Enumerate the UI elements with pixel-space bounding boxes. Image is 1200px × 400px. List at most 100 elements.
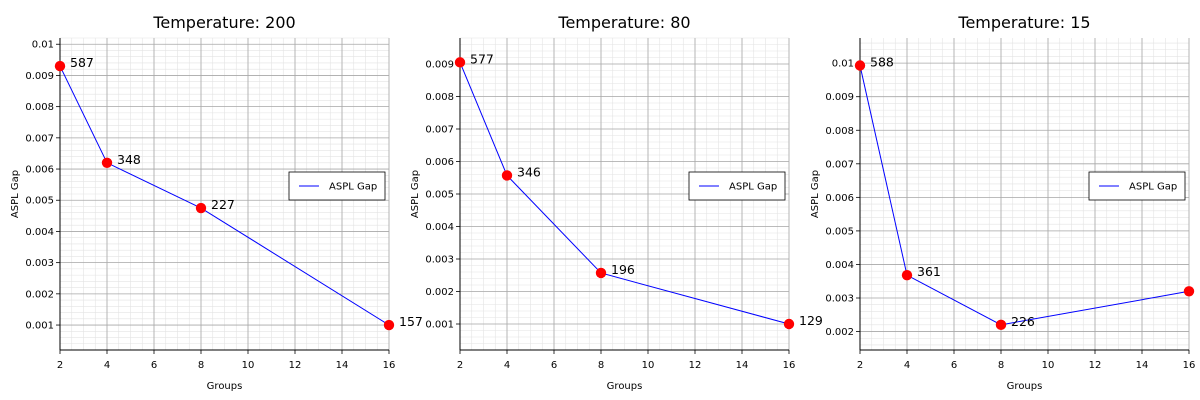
x-tick-label: 12 [1089, 360, 1102, 371]
y-tick-label: 0.007 [25, 133, 54, 144]
y-tick-label: 0.008 [425, 92, 454, 103]
y-tick-label: 0.006 [425, 157, 454, 168]
data-label: 361 [917, 264, 941, 279]
data-point [195, 202, 207, 214]
x-tick-label: 2 [457, 360, 463, 371]
ticks: 2 4 6 8 10 12 14 16 0.001 0.002 0.003 0.004 0.005 0.0… [25, 40, 395, 371]
x-tick-label: 6 [551, 360, 557, 371]
x-tick-label: 4 [904, 360, 910, 371]
x-tick-label: 14 [336, 360, 349, 371]
data-point [383, 319, 395, 331]
data-point [995, 319, 1007, 331]
legend: ASPL Gap [688, 171, 786, 201]
y-tick-label: 0.002 [425, 287, 454, 298]
data-point [101, 157, 113, 168]
x-axis-label: Groups [607, 381, 643, 392]
data-point [901, 269, 913, 281]
series-1: 587 348 227 157 [54, 55, 423, 331]
series-1: 588 361 226 [854, 55, 1195, 331]
chart-panel-1: 2 4 6 8 10 12 14 16 0.001 0.002 0.003 0.004 0.005 0.0… [10, 13, 423, 392]
chart-panel-3: 2 4 6 8 10 12 14 16 0.002 0.003 0.004 0.005 0.006 0.0… [810, 13, 1195, 392]
y-tick-label: 0.005 [425, 190, 454, 201]
ticks: 2 4 6 8 10 12 14 16 0.002 0.003 0.004 0.005 0.006 0.0… [825, 59, 1195, 371]
y-tick-label: 0.01 [832, 59, 854, 70]
x-tick-label: 4 [104, 360, 110, 371]
series-line [859, 65, 1190, 326]
data-label: 348 [117, 152, 141, 167]
y-tick-label: 0.001 [425, 320, 454, 331]
y-tick-label: 0.007 [425, 125, 454, 136]
data-point [783, 318, 795, 330]
chart-title: Temperature: 80 [557, 13, 690, 32]
x-axis-label: Groups [207, 381, 243, 392]
x-tick-label: 2 [857, 360, 863, 371]
data-label: 226 [1011, 314, 1035, 329]
x-tick-label: 2 [57, 360, 63, 371]
y-tick-label: 0.003 [825, 294, 854, 305]
y-tick-label: 0.01 [32, 40, 54, 51]
data-point [1183, 286, 1195, 297]
x-tick-label: 12 [289, 360, 302, 371]
x-tick-label: 6 [951, 360, 957, 371]
y-tick-label: 0.004 [825, 260, 854, 271]
x-tick-label: 14 [736, 360, 749, 371]
x-tick-label: 8 [198, 360, 204, 371]
data-label: 129 [799, 313, 823, 328]
x-tick-label: 4 [504, 360, 510, 371]
x-tick-label: 8 [598, 360, 604, 371]
x-tick-label: 16 [383, 360, 396, 371]
legend-label: ASPL Gap [1129, 182, 1177, 193]
data-point [854, 60, 866, 71]
chart-title: Temperature: 15 [957, 13, 1090, 32]
y-tick-label: 0.009 [825, 92, 854, 103]
data-point [501, 170, 513, 181]
x-tick-label: 10 [642, 360, 655, 371]
y-tick-label: 0.004 [425, 222, 454, 233]
data-label: 577 [470, 51, 494, 66]
y-axis-label: ASPL Gap [10, 170, 21, 218]
y-tick-label: 0.004 [25, 227, 54, 238]
chart-panel-2: 2 4 6 8 10 12 14 16 0.001 0.002 0.003 0.004 0.005 0.0… [410, 13, 823, 392]
data-label: 588 [870, 55, 894, 70]
data-point [454, 57, 466, 68]
y-tick-label: 0.008 [25, 102, 54, 113]
y-axis-label: ASPL Gap [410, 170, 421, 218]
y-tick-label: 0.009 [25, 71, 54, 82]
data-label: 587 [70, 55, 94, 70]
grid [859, 38, 1190, 350]
x-tick-label: 12 [689, 360, 702, 371]
x-tick-label: 10 [1042, 360, 1055, 371]
x-tick-label: 16 [1183, 360, 1196, 371]
y-tick-label: 0.007 [825, 159, 854, 170]
x-tick-label: 6 [151, 360, 157, 371]
y-tick-label: 0.003 [425, 255, 454, 266]
y-tick-label: 0.005 [25, 196, 54, 207]
legend-label: ASPL Gap [329, 182, 377, 193]
x-tick-label: 8 [998, 360, 1004, 371]
y-tick-label: 0.006 [825, 193, 854, 204]
y-tick-label: 0.009 [425, 60, 454, 71]
series-line [459, 62, 790, 325]
legend: ASPL Gap [1088, 171, 1186, 201]
y-tick-label: 0.002 [825, 327, 854, 338]
data-point [595, 267, 607, 279]
y-tick-label: 0.001 [25, 321, 54, 332]
chart-title: Temperature: 200 [152, 13, 295, 32]
y-tick-label: 0.002 [25, 289, 54, 300]
series-1: 577 346 196 129 [454, 51, 823, 330]
data-label: 227 [211, 197, 235, 212]
x-tick-label: 14 [1136, 360, 1149, 371]
data-label: 196 [611, 262, 635, 277]
ticks: 2 4 6 8 10 12 14 16 0.001 0.002 0.003 0.004 0.005 0.0… [425, 60, 795, 372]
data-label: 157 [399, 314, 423, 329]
legend-label: ASPL Gap [729, 182, 777, 193]
x-tick-label: 10 [242, 360, 255, 371]
x-tick-label: 16 [783, 360, 796, 371]
y-tick-label: 0.003 [25, 258, 54, 269]
series-line [59, 65, 390, 326]
y-axis-label: ASPL Gap [810, 170, 821, 218]
y-tick-label: 0.006 [25, 165, 54, 176]
data-point [54, 60, 66, 72]
y-tick-label: 0.008 [825, 126, 854, 137]
